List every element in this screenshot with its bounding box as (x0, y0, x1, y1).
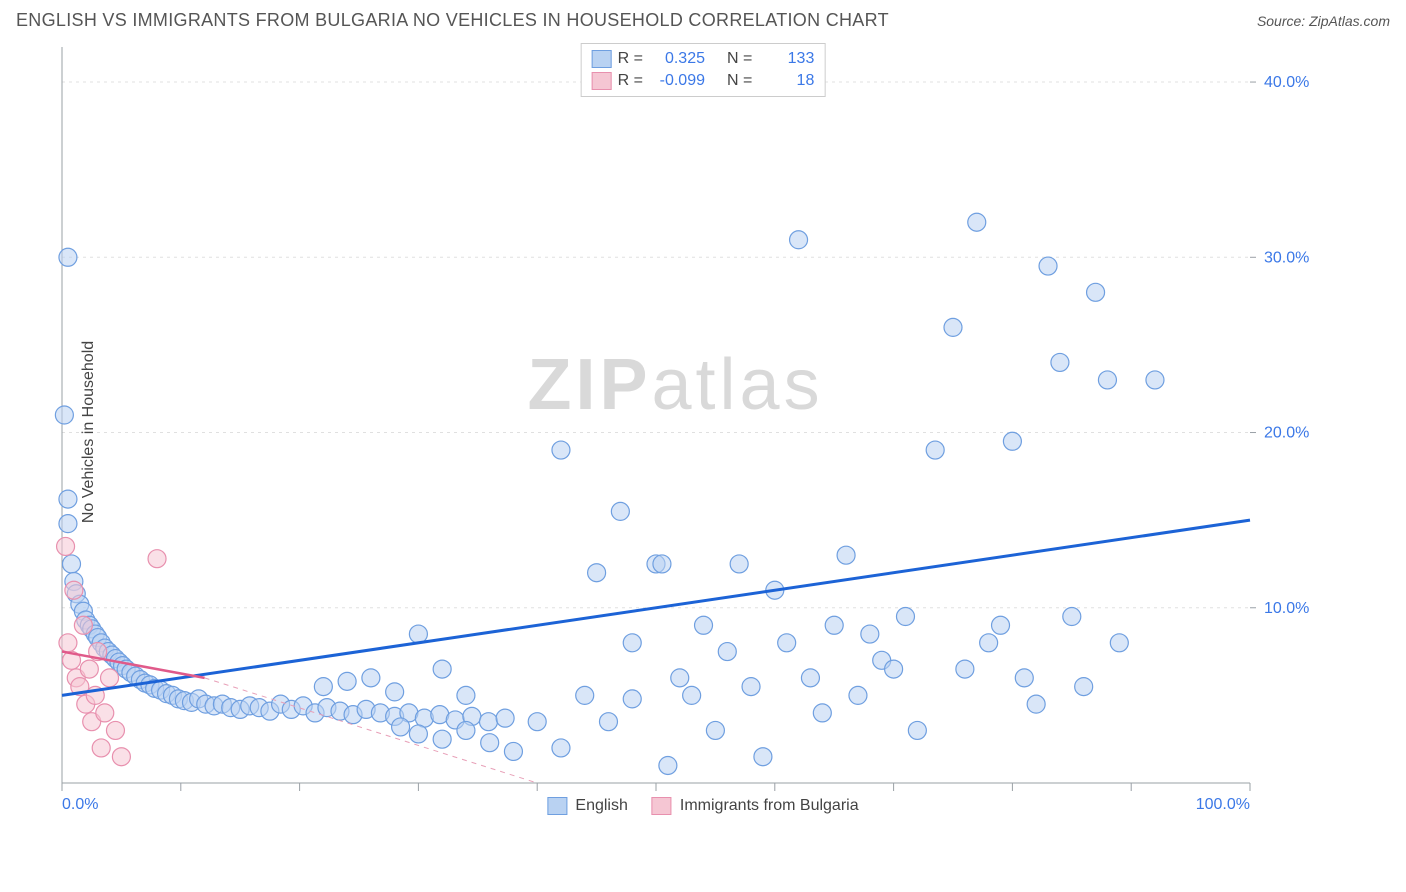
watermark: ZIPatlas (527, 344, 823, 426)
swatch-icon (652, 797, 672, 815)
svg-text:10.0%: 10.0% (1264, 600, 1309, 617)
svg-text:0.0%: 0.0% (62, 796, 98, 813)
legend-item: English (547, 797, 627, 815)
chart-container: No Vehicles in Household ZIPatlas R = 0.… (16, 37, 1390, 827)
regression-row: R = 0.325 N = 133 (592, 48, 815, 70)
svg-text:40.0%: 40.0% (1264, 74, 1309, 91)
regression-legend: R = 0.325 N = 133 R = -0.099 N = 18 (581, 43, 826, 97)
swatch-icon (592, 50, 612, 68)
svg-text:20.0%: 20.0% (1264, 425, 1309, 442)
page-title: ENGLISH VS IMMIGRANTS FROM BULGARIA NO V… (16, 10, 889, 31)
svg-text:30.0%: 30.0% (1264, 249, 1309, 266)
svg-text:100.0%: 100.0% (1196, 796, 1250, 813)
series-legend: English Immigrants from Bulgaria (547, 797, 858, 815)
y-axis-label: No Vehicles in Household (80, 341, 98, 523)
swatch-icon (547, 797, 567, 815)
source-label: Source: ZipAtlas.com (1257, 13, 1390, 29)
regression-row: R = -0.099 N = 18 (592, 70, 815, 92)
legend-item: Immigrants from Bulgaria (652, 797, 859, 815)
scatter-chart: 0.0% 100.0% 10.0% 20.0% 30.0% 40.0% (16, 37, 1336, 827)
swatch-icon (592, 72, 612, 90)
